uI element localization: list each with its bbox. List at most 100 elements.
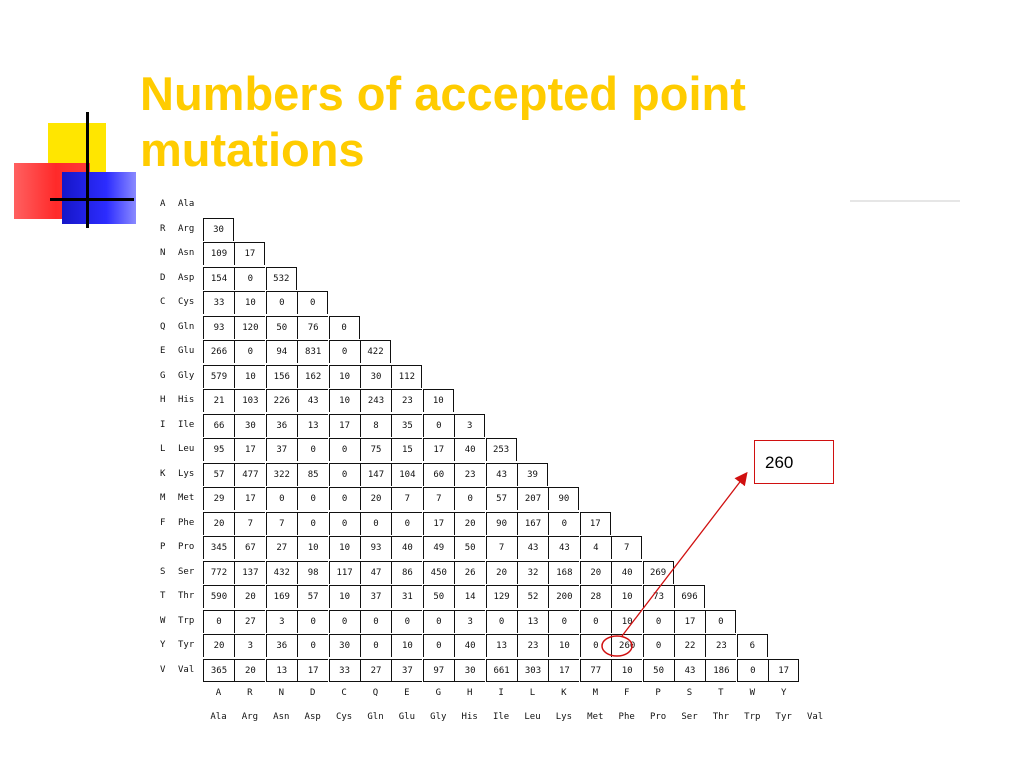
matrix-cell: 94 [265,340,297,363]
matrix-cell: 7 [611,536,643,559]
matrix-cell: 109 [203,242,234,265]
row-name: Met [178,493,195,503]
matrix-cell: 20 [234,658,266,682]
matrix-cell: 43 [485,462,517,486]
matrix-cell: 23 [454,462,486,486]
matrix-cell: 162 [297,364,329,388]
matrix-cell: 30 [360,364,391,388]
column-name: Ile [492,712,510,722]
column-name: Met [587,712,604,722]
matrix-cell: 7 [422,487,454,510]
matrix-cell: 17 [297,658,329,682]
matrix-cell: 20 [360,487,391,510]
callout-value: 260 [765,453,794,472]
column-code: E [404,688,410,698]
matrix-cell: 13 [485,634,517,657]
matrix-cell: 50 [422,585,454,608]
matrix-cell: 17 [328,413,360,437]
matrix-cell: 112 [391,364,423,388]
matrix-cell: 30 [328,634,360,657]
matrix-cell: 95 [203,438,234,461]
matrix-cell: 35 [391,413,423,437]
matrix-cell: 3 [234,634,266,657]
row-code: R [160,223,166,234]
matrix-cell: 97 [422,658,454,682]
matrix-cell: 243 [360,389,391,412]
matrix-cell: 14 [454,585,486,608]
matrix-cell: 0 [391,511,423,535]
row-code: T [160,591,166,601]
matrix-cell: 85 [297,462,329,486]
matrix-cell: 432 [265,560,297,584]
row-name: Ser [178,566,195,577]
column-name: Gln [367,712,384,722]
column-name: Ser [681,712,698,722]
matrix-cell: 17 [422,438,454,461]
matrix-cell: 7 [265,511,297,535]
matrix-cell: 39 [517,462,548,486]
matrix-cell: 365 [203,658,234,682]
matrix-cell: 50 [265,315,297,339]
column-code: A [215,688,222,698]
row-name: His [178,395,195,405]
matrix-cell: 31 [391,585,423,608]
matrix-cell: 661 [485,658,517,682]
column-name: Lys [555,712,573,722]
matrix-cell: 20 [485,560,517,584]
row-code: P [160,542,166,552]
matrix-cell: 579 [203,364,234,388]
matrix-cell: 40 [454,634,486,657]
row-code: V [160,664,166,675]
matrix-cell: 532 [265,266,297,290]
matrix-cell: 90 [548,487,580,510]
row-code: S [160,566,166,577]
column-code: N [278,688,284,698]
matrix-cell: 13 [297,413,329,437]
matrix-cell: 27 [360,658,391,682]
matrix-cell: 147 [360,462,391,486]
callout-box: 260 [754,440,834,484]
row-name: Asn [178,248,195,258]
matrix-cell: 43 [297,389,329,412]
matrix-cell: 20 [203,634,234,657]
logo-vertical-line [86,112,89,228]
matrix-cell: 154 [203,266,234,290]
column-code: Q [372,688,379,698]
row-code: I [160,419,166,430]
matrix-cell: 43 [674,658,705,682]
matrix-cell: 30 [203,217,234,241]
matrix-cell: 93 [360,536,391,559]
matrix-cell: 4 [579,536,611,559]
column-name: Arg [241,712,259,722]
matrix-cell: 17 [579,511,611,535]
row-code: Y [160,640,166,650]
matrix-cell: 168 [548,560,580,584]
column-name: Tyr [775,712,792,722]
row-code: L [160,444,166,454]
matrix-cell: 43 [548,536,580,559]
matrix-cell: 7 [391,487,423,510]
matrix-cell: 169 [265,585,297,608]
matrix-cell: 0 [328,462,360,486]
row-name: Trp [178,615,195,626]
matrix-cell: 76 [297,315,329,339]
matrix-cell: 0 [297,634,329,657]
matrix-cell: 0 [328,340,360,363]
matrix-cell: 47 [360,560,391,584]
matrix-cell: 17 [674,609,705,633]
matrix-cell: 3 [265,609,297,633]
column-code: D [309,688,316,698]
matrix-cell: 477 [234,462,266,486]
matrix-cell: 20 [454,511,486,535]
matrix-cell: 322 [265,462,297,486]
matrix-cell: 0 [328,487,360,510]
matrix-cell: 10 [611,658,643,682]
matrix-cell: 772 [203,560,234,584]
matrix-cell: 27 [265,536,297,559]
column-name: Thr [712,712,730,722]
row-name: Val [178,664,195,675]
matrix-cell: 0 [328,609,360,633]
matrix-cell: 37 [391,658,423,682]
matrix-cell: 40 [611,560,643,584]
matrix-cell: 226 [265,389,297,412]
